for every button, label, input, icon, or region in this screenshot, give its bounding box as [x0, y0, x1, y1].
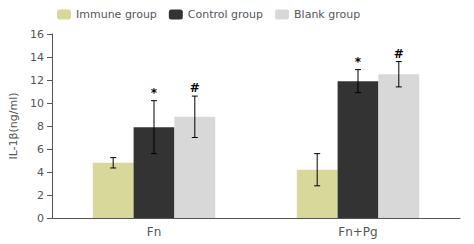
svg-text:IL-1β(ng/ml): IL-1β(ng/ml): [7, 92, 20, 159]
svg-text:Immune group: Immune group: [76, 8, 157, 21]
svg-text:Fn+Pg: Fn+Pg: [338, 225, 377, 239]
svg-text:*: *: [355, 55, 362, 69]
svg-text:14: 14: [30, 51, 44, 64]
svg-text:Blank group: Blank group: [294, 8, 360, 21]
svg-text:6: 6: [37, 143, 44, 156]
svg-text:#: #: [190, 81, 200, 95]
svg-text:12: 12: [30, 74, 44, 87]
svg-text:4: 4: [37, 166, 44, 179]
svg-text:#: #: [394, 47, 404, 61]
svg-text:16: 16: [30, 28, 44, 41]
svg-text:2: 2: [37, 189, 44, 202]
svg-text:0: 0: [37, 212, 44, 225]
svg-text:10: 10: [30, 97, 44, 110]
svg-text:Control group: Control group: [188, 8, 263, 21]
svg-text:Fn: Fn: [147, 225, 162, 239]
svg-text:*: *: [151, 86, 158, 100]
svg-text:8: 8: [37, 120, 44, 133]
